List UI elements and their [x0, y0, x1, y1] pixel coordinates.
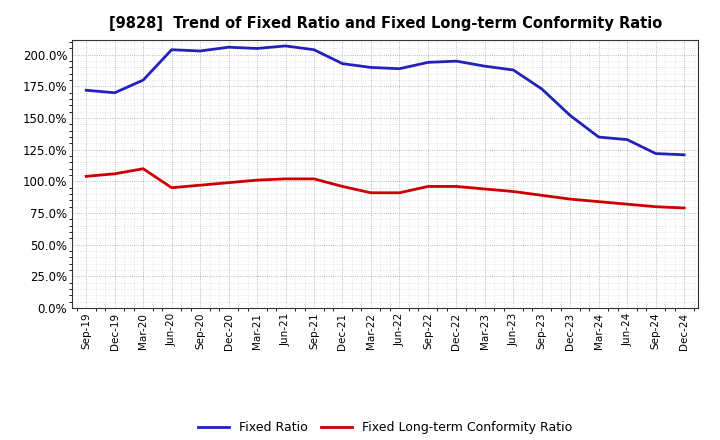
Fixed Long-term Conformity Ratio: [623, 202, 631, 207]
Fixed Long-term Conformity Ratio: [366, 190, 375, 195]
Fixed Ratio: [595, 135, 603, 140]
Fixed Ratio: [282, 43, 290, 48]
Fixed Ratio: [110, 90, 119, 95]
Fixed Ratio: [139, 77, 148, 83]
Fixed Ratio: [509, 67, 518, 73]
Fixed Long-term Conformity Ratio: [395, 190, 404, 195]
Fixed Long-term Conformity Ratio: [196, 183, 204, 188]
Legend: Fixed Ratio, Fixed Long-term Conformity Ratio: Fixed Ratio, Fixed Long-term Conformity …: [193, 416, 577, 439]
Fixed Ratio: [167, 47, 176, 52]
Fixed Ratio: [537, 86, 546, 92]
Fixed Long-term Conformity Ratio: [253, 177, 261, 183]
Fixed Ratio: [338, 61, 347, 66]
Fixed Long-term Conformity Ratio: [110, 171, 119, 176]
Fixed Ratio: [423, 60, 432, 65]
Fixed Long-term Conformity Ratio: [537, 193, 546, 198]
Fixed Long-term Conformity Ratio: [167, 185, 176, 191]
Fixed Ratio: [366, 65, 375, 70]
Fixed Ratio: [680, 152, 688, 158]
Fixed Ratio: [452, 59, 461, 64]
Fixed Ratio: [395, 66, 404, 71]
Fixed Long-term Conformity Ratio: [338, 184, 347, 189]
Fixed Long-term Conformity Ratio: [310, 176, 318, 182]
Fixed Ratio: [310, 47, 318, 52]
Fixed Long-term Conformity Ratio: [452, 184, 461, 189]
Fixed Long-term Conformity Ratio: [680, 205, 688, 211]
Fixed Ratio: [623, 137, 631, 142]
Line: Fixed Long-term Conformity Ratio: Fixed Long-term Conformity Ratio: [86, 169, 684, 208]
Line: Fixed Ratio: Fixed Ratio: [86, 46, 684, 155]
Fixed Ratio: [566, 113, 575, 118]
Fixed Long-term Conformity Ratio: [82, 174, 91, 179]
Fixed Long-term Conformity Ratio: [509, 189, 518, 194]
Fixed Long-term Conformity Ratio: [225, 180, 233, 185]
Fixed Long-term Conformity Ratio: [595, 199, 603, 204]
Fixed Ratio: [82, 88, 91, 93]
Fixed Long-term Conformity Ratio: [423, 184, 432, 189]
Fixed Long-term Conformity Ratio: [480, 187, 489, 192]
Title: [9828]  Trend of Fixed Ratio and Fixed Long-term Conformity Ratio: [9828] Trend of Fixed Ratio and Fixed Lo…: [109, 16, 662, 32]
Fixed Ratio: [652, 151, 660, 156]
Fixed Long-term Conformity Ratio: [282, 176, 290, 182]
Fixed Ratio: [225, 44, 233, 50]
Fixed Ratio: [480, 63, 489, 69]
Fixed Long-term Conformity Ratio: [566, 197, 575, 202]
Fixed Long-term Conformity Ratio: [139, 166, 148, 171]
Fixed Ratio: [253, 46, 261, 51]
Fixed Ratio: [196, 48, 204, 54]
Fixed Long-term Conformity Ratio: [652, 204, 660, 209]
